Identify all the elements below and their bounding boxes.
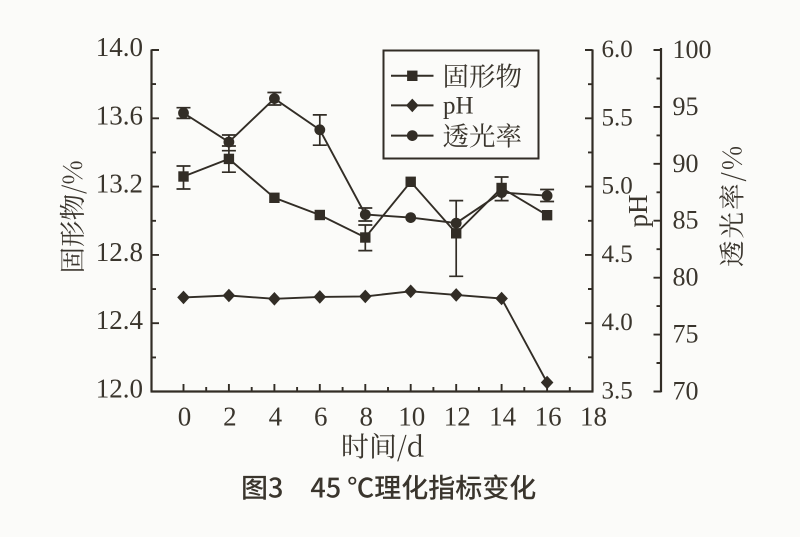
svg-text:12.4: 12.4 xyxy=(96,305,144,335)
svg-text:75: 75 xyxy=(673,320,699,349)
svg-text:95: 95 xyxy=(673,92,699,121)
svg-text:12: 12 xyxy=(444,402,471,432)
svg-text:5.0: 5.0 xyxy=(602,173,633,200)
svg-text:10: 10 xyxy=(398,402,425,432)
svg-text:16: 16 xyxy=(535,402,562,432)
svg-text:14.0: 14.0 xyxy=(96,32,143,62)
svg-text:2: 2 xyxy=(223,402,237,432)
svg-text:5.5: 5.5 xyxy=(602,104,633,131)
svg-text:13.6: 13.6 xyxy=(96,100,143,130)
svg-text:85: 85 xyxy=(673,206,699,235)
svg-text:100: 100 xyxy=(673,35,712,64)
svg-text:13.2: 13.2 xyxy=(96,169,143,199)
svg-text:90: 90 xyxy=(673,149,699,178)
svg-text:pH: pH xyxy=(443,92,474,119)
svg-text:pH: pH xyxy=(623,195,653,228)
svg-text:18: 18 xyxy=(580,402,607,432)
svg-text:4.5: 4.5 xyxy=(602,241,633,268)
svg-text:6: 6 xyxy=(314,402,328,432)
svg-text:4: 4 xyxy=(269,402,283,432)
svg-text:8: 8 xyxy=(360,402,374,432)
svg-text:12.8: 12.8 xyxy=(96,237,143,267)
svg-text:70: 70 xyxy=(673,377,699,406)
svg-text:4.0: 4.0 xyxy=(602,309,633,336)
svg-text:80: 80 xyxy=(673,263,699,292)
svg-text:0: 0 xyxy=(178,402,192,432)
svg-text:6.0: 6.0 xyxy=(602,36,633,63)
svg-text:12.0: 12.0 xyxy=(96,374,143,404)
svg-text:3.5: 3.5 xyxy=(602,378,633,405)
svg-text:14: 14 xyxy=(489,402,517,432)
